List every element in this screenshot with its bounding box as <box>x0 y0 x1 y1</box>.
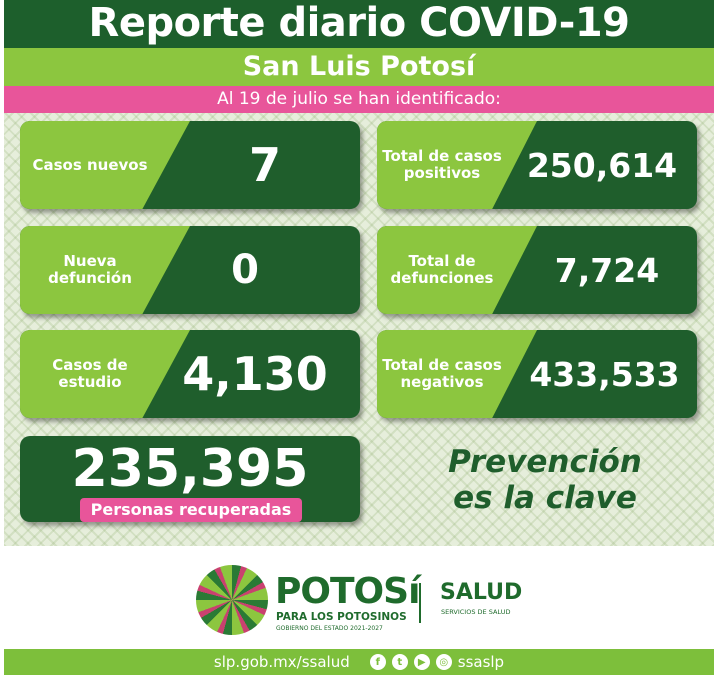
card-value: 0 <box>231 247 259 293</box>
recovered-card: 235,395 Personas recuperadas <box>20 436 360 522</box>
instagram-icon[interactable]: ◎ <box>435 654 452 670</box>
footer: slp.gob.mx/ssalud f t ▶ ◎ ssaslp <box>4 649 714 675</box>
social-handle[interactable]: ssaslp <box>457 653 505 671</box>
card-value: 433,533 <box>529 354 680 394</box>
card-casos-estudio: Casos de estudio 4,130 <box>20 330 360 418</box>
recovered-value: 235,395 <box>71 439 309 499</box>
date-line: Al 19 de julio se han identificado: <box>4 86 714 113</box>
card-casos-nuevos: Casos nuevos 7 <box>20 121 360 209</box>
facebook-icon[interactable]: f <box>369 654 386 670</box>
gobierno-text: GOBIERNO DEL ESTADO 2021-2027 <box>276 625 383 632</box>
card-value: 250,614 <box>526 145 678 185</box>
slogan-line2: es la clave <box>453 480 637 516</box>
card-total-positivos: Total de casos positivos 250,614 <box>377 121 697 209</box>
recovered-label: Personas recuperadas <box>80 498 302 522</box>
card-label: Casos de estudio <box>20 330 190 418</box>
potosi-logo-text: POTOSí <box>275 571 420 612</box>
card-label: Total de defunciones <box>377 226 537 314</box>
servicios-text: SERVICIOS DE SALUD <box>441 608 511 616</box>
slogan: Prevención es la clave <box>400 444 690 516</box>
card-value: 7 <box>248 138 281 192</box>
twitter-icon[interactable]: t <box>391 654 408 670</box>
potosi-emblem-logo <box>196 565 268 635</box>
salud-logo-text: SALUD <box>440 580 523 605</box>
card-label: Nueva defunción <box>20 226 190 314</box>
card-value: 7,724 <box>554 250 660 290</box>
region-banner: San Luis Potosí <box>4 48 714 86</box>
card-total-negativos: Total de casos negativos 433,533 <box>377 330 697 418</box>
card-label: Casos nuevos <box>20 121 190 209</box>
potosi-tagline: PARA LOS POTOSINOS <box>276 611 407 623</box>
logo-divider <box>419 583 421 623</box>
card-value: 4,130 <box>182 347 328 401</box>
slogan-line1: Prevención <box>448 444 642 480</box>
youtube-icon[interactable]: ▶ <box>413 654 430 670</box>
website-link[interactable]: slp.gob.mx/ssalud <box>213 653 350 671</box>
report-title: Reporte diario COVID-19 <box>4 0 714 48</box>
card-nueva-defuncion: Nueva defunción 0 <box>20 226 360 314</box>
card-total-defunciones: Total de defunciones 7,724 <box>377 226 697 314</box>
